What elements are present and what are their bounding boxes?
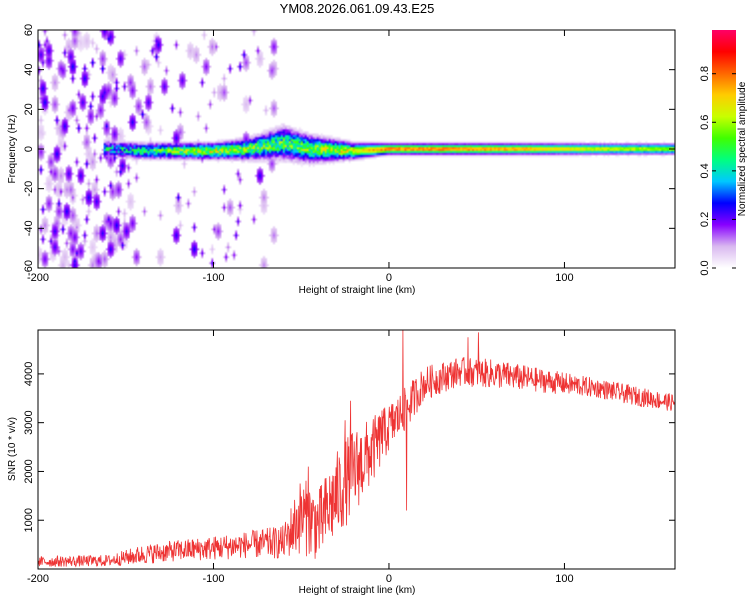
snr-ytick-label: 2000 bbox=[23, 459, 35, 483]
spectrogram-ytick-label: 40 bbox=[23, 64, 35, 76]
snr-ylabel: SNR (10 * v/v) bbox=[7, 417, 18, 481]
spectrogram-ytick-label: 60 bbox=[23, 24, 35, 36]
spectrogram-ytick-label: -20 bbox=[23, 181, 35, 197]
snr-xtick-label: 0 bbox=[386, 573, 392, 585]
snr-frame bbox=[37, 329, 676, 570]
chart-title: YM08.2026.061.09.43.E25 bbox=[280, 1, 435, 16]
colorbar-tick-label: 0.0 bbox=[699, 260, 711, 275]
snr-ytick-label: 3000 bbox=[23, 410, 35, 434]
colorbar-tick-label: 0.6 bbox=[699, 115, 711, 130]
snr-axes: -200 -100 0 100 1000 2000 3000 4000 bbox=[23, 330, 675, 585]
snr-xlabel: Height of straight line (km) bbox=[299, 585, 416, 596]
snr-ytick-label: 4000 bbox=[23, 362, 35, 386]
spectrogram-xlabel: Height of straight line (km) bbox=[299, 285, 416, 296]
snr-panel: -200 -100 0 100 1000 2000 3000 4000 Height of s… bbox=[7, 329, 676, 596]
spectrogram-ytick-label: 20 bbox=[23, 103, 35, 115]
colorbar-tick-label: 0.8 bbox=[699, 66, 711, 81]
colorbar-ticks: 0.0 0.2 0.4 0.6 0.8 bbox=[699, 66, 736, 276]
spectrogram-ytick-label: 0 bbox=[23, 146, 35, 152]
snr-line bbox=[37, 329, 676, 568]
colorbar-tick-label: 0.2 bbox=[699, 212, 711, 227]
colorbar-scale bbox=[712, 30, 736, 268]
spectrogram-ylabel: Frequency (Hz) bbox=[7, 115, 18, 184]
snr-xtick-label: 100 bbox=[555, 573, 573, 585]
snr-plot-area bbox=[38, 330, 675, 569]
spectrogram-ytick-label: -40 bbox=[23, 220, 35, 236]
colorbar: 0.0 0.2 0.4 0.6 0.8 Normalized spectral ampl… bbox=[699, 30, 748, 276]
colorbar-tick-label: 0.4 bbox=[699, 163, 711, 178]
spectrogram-heatmap bbox=[38, 30, 675, 268]
spectrogram-xtick-label: -200 bbox=[27, 272, 49, 284]
spectrogram-xtick-label: 100 bbox=[555, 272, 573, 284]
colorbar-label: Normalized spectral amplitude bbox=[737, 81, 748, 216]
spectrogram-xtick-label: -100 bbox=[202, 272, 224, 284]
snr-xtick-label: -100 bbox=[202, 573, 224, 585]
spectrogram-xtick-label: 0 bbox=[386, 272, 392, 284]
snr-xtick-label: -200 bbox=[27, 573, 49, 585]
snr-ytick-label: 1000 bbox=[23, 508, 35, 532]
spectrogram-ytick-label: -60 bbox=[23, 260, 35, 276]
snr-series bbox=[37, 329, 676, 568]
